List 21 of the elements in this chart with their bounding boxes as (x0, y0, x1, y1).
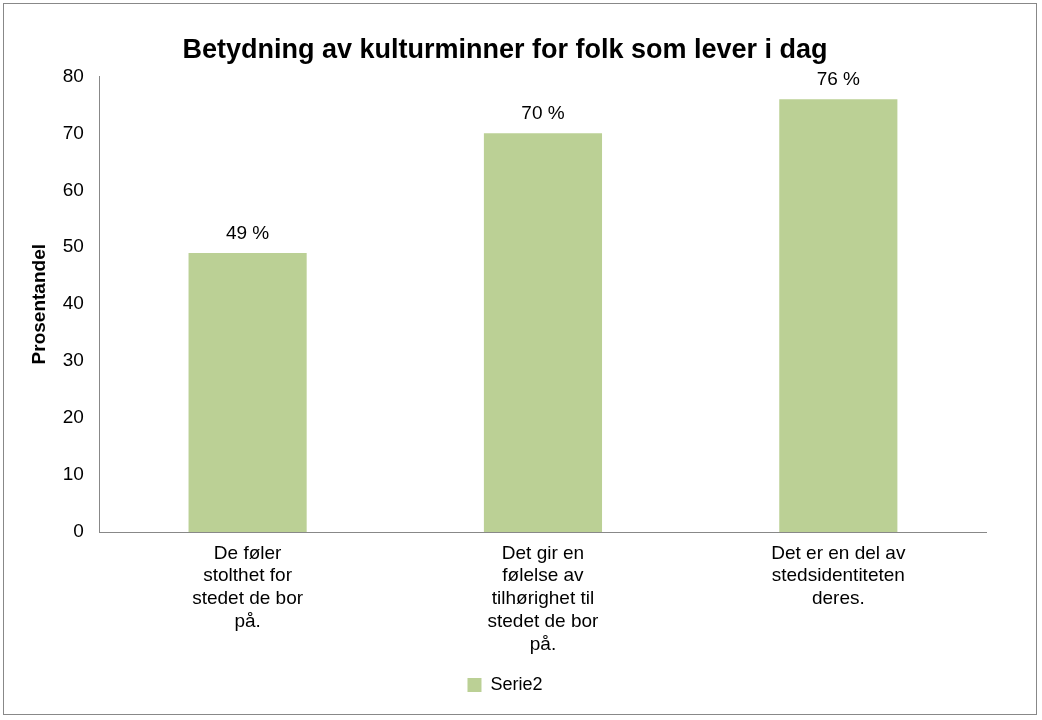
y-axis-title: Prosentandel (27, 244, 49, 365)
y-tick-label: 80 (62, 64, 84, 86)
data-label: 70 % (521, 102, 565, 124)
x-tick-label: Det gir en følelse av tilhørighet til stedet de bor på. (487, 541, 600, 654)
x-tick-label: Det er en del av stedsidentiteten deres. (771, 541, 906, 609)
y-tick-label: 0 (73, 520, 84, 542)
y-tick-label: 30 (62, 349, 84, 371)
x-tick-label: De føler stolthet for stedet de bor på. (192, 541, 304, 632)
bar (483, 133, 603, 532)
legend-label: Serie2 (490, 673, 543, 694)
y-tick-label: 10 (62, 463, 84, 485)
chart-title: Betydning av kulturminner for folk som lever i dag (182, 33, 828, 64)
bar (779, 99, 898, 532)
data-label: 49 % (225, 221, 270, 243)
y-tick-label: 60 (62, 178, 84, 200)
bar (188, 252, 307, 532)
y-tick-label: 20 (62, 406, 84, 428)
data-label: 76 % (816, 67, 861, 89)
y-tick-label: 40 (62, 292, 84, 314)
y-tick-label: 70 (62, 121, 84, 143)
y-tick-label: 50 (62, 235, 84, 257)
